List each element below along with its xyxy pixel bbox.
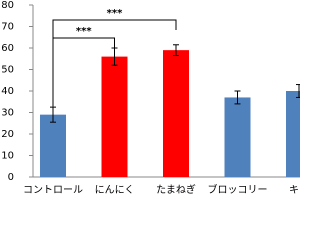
significance-label: *** <box>107 8 123 19</box>
y-tick-label: 80 <box>1 0 14 11</box>
significance-label: *** <box>76 26 92 37</box>
bar <box>101 56 128 177</box>
x-tick-label: コントロール <box>23 185 83 196</box>
bar <box>224 97 251 177</box>
x-tick-label: ブロッコリー <box>208 183 268 196</box>
x-tick-label: にんにく <box>95 184 135 196</box>
bar <box>40 114 66 177</box>
y-tick-label: 50 <box>1 65 14 76</box>
y-tick-label: 70 <box>1 22 14 33</box>
x-tick-label: キャ <box>289 185 300 196</box>
x-tick-label: たまねぎ <box>156 183 196 196</box>
y-tick-label: 40 <box>1 86 14 97</box>
y-tick-label: 10 <box>1 151 14 162</box>
y-tick-label: 0 <box>8 172 14 183</box>
y-tick-label: 60 <box>1 43 14 54</box>
significance-bracket <box>52 19 177 107</box>
y-tick-label: 20 <box>1 129 14 140</box>
bar <box>163 50 189 177</box>
y-tick-label: 30 <box>1 108 14 119</box>
bar <box>286 91 300 177</box>
